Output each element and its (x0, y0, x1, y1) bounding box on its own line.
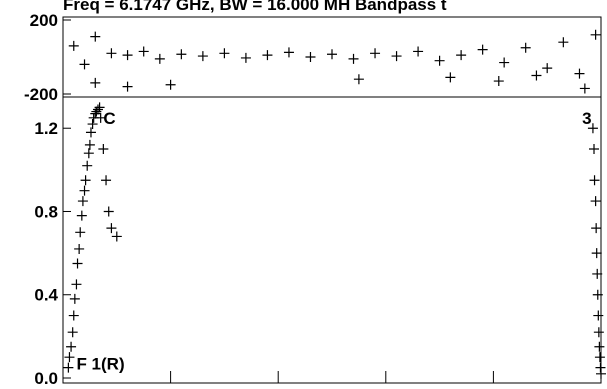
amplitude-point (593, 327, 604, 338)
phase-point (531, 70, 542, 81)
amplitude-panel-frame (62, 96, 602, 384)
phase-point (283, 47, 294, 58)
amplitude-point (94, 102, 105, 113)
phase-points (68, 29, 601, 94)
phase-point (90, 31, 101, 42)
amplitude-point (72, 258, 83, 269)
amplitude-point (589, 144, 600, 155)
amplitude-axis-ticks: 0.0 0.4 0.8 1.2 (34, 119, 71, 388)
amplitude-y-tick-label: 1.2 (34, 119, 58, 138)
amplitude-point (74, 243, 85, 254)
phase-point (590, 29, 601, 40)
x-axis-ticks (62, 371, 494, 383)
phase-point (434, 55, 445, 66)
amplitude-point (83, 148, 94, 159)
phase-point (520, 42, 531, 53)
amplitude-point (68, 310, 79, 321)
phase-point (456, 50, 467, 61)
phase-point (106, 48, 117, 59)
phase-point (579, 83, 590, 94)
phase-point (327, 49, 337, 60)
annotations: C 3 F 1(R) (76, 109, 591, 374)
phase-point (219, 48, 230, 59)
phase-point (122, 50, 133, 61)
phase-point (262, 50, 273, 61)
phase-point (79, 59, 90, 70)
phase-point (499, 57, 510, 68)
phase-point (165, 79, 176, 90)
phase-point (391, 51, 402, 62)
amplitude-point (95, 112, 106, 123)
amplitude-point (82, 160, 93, 171)
phase-point (240, 52, 251, 63)
amplitude-point (596, 368, 606, 379)
amplitude-point (84, 139, 95, 150)
amplitude-point (592, 268, 603, 279)
amplitude-point (77, 196, 88, 207)
amplitude-points (63, 102, 606, 379)
phase-point (154, 53, 165, 64)
phase-point (477, 44, 488, 55)
phase-panel: 200 -200 (24, 11, 602, 104)
amplitude-point (589, 175, 600, 186)
phase-point (138, 46, 149, 57)
chart-title: Freq = 6.1747 GHz, BW = 16.000 MH Bandpa… (63, 0, 447, 14)
phase-point (305, 52, 316, 62)
amplitude-point (64, 352, 75, 363)
amplitude-point (101, 175, 112, 186)
amplitude-point (98, 144, 109, 155)
amplitude-point (75, 227, 86, 238)
amplitude-point (587, 123, 598, 134)
amplitude-point (591, 223, 602, 234)
amplitude-point (594, 352, 605, 363)
phase-axis-ticks: 200 -200 (24, 11, 71, 104)
annotation-label: F 1(R) (76, 354, 124, 373)
amplitude-point (76, 210, 87, 221)
phase-point (370, 48, 381, 59)
annotation-label: 3 (582, 109, 591, 128)
amplitude-point (592, 289, 603, 300)
amplitude-point (69, 293, 80, 304)
phase-point (493, 76, 504, 87)
amplitude-point (593, 310, 604, 321)
annotation-label: C (103, 109, 115, 128)
phase-point (353, 74, 364, 85)
amplitude-point (85, 127, 96, 138)
amplitude-point (103, 206, 114, 217)
amplitude-point (90, 108, 101, 119)
amplitude-panel: 0.0 0.4 0.8 1.2 C 3 F 1(R) (34, 96, 606, 388)
phase-point (90, 77, 101, 88)
amplitude-point (71, 279, 82, 290)
amplitude-point (594, 341, 605, 352)
phase-point (197, 51, 208, 62)
phase-point (176, 49, 187, 60)
amplitude-point (591, 248, 602, 259)
amplitude-point (87, 119, 98, 130)
amplitude-point (590, 196, 601, 207)
phase-point (122, 81, 133, 92)
phase-point (542, 63, 553, 74)
amplitude-point (111, 231, 122, 242)
phase-point (348, 53, 359, 64)
amplitude-point (66, 341, 77, 352)
amplitude-point (63, 362, 74, 373)
amplitude-point (106, 223, 117, 234)
amplitude-y-tick-label: 0.0 (34, 369, 58, 388)
phase-point (558, 37, 569, 48)
phase-point (574, 68, 585, 79)
amplitude-point (67, 327, 78, 338)
amplitude-point (80, 175, 91, 186)
amplitude-y-tick-label: 0.8 (34, 202, 58, 221)
phase-y-tick-label: -200 (24, 85, 58, 104)
phase-point (68, 40, 79, 51)
phase-point (413, 46, 424, 57)
phase-point (445, 72, 456, 83)
amplitude-point (79, 185, 90, 196)
amplitude-point (92, 104, 103, 115)
amplitude-y-tick-label: 0.4 (34, 286, 58, 305)
phase-y-tick-label: 200 (30, 11, 58, 30)
